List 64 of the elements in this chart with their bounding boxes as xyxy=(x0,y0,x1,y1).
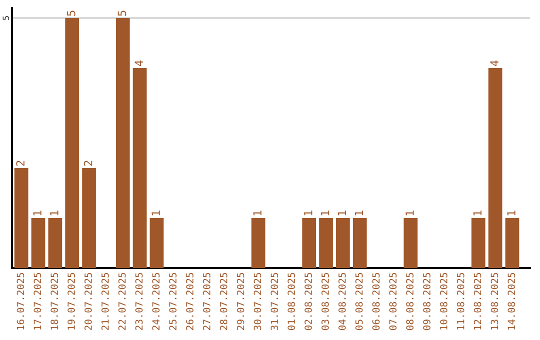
x-tick-label: 05.08.2025 xyxy=(355,272,363,330)
bar xyxy=(352,218,367,268)
bar xyxy=(31,218,46,268)
x-tick-label: 20.07.2025 xyxy=(84,272,92,330)
x-tick-label: 04.08.2025 xyxy=(338,272,346,330)
data-label: 4 xyxy=(134,60,143,66)
bar xyxy=(14,168,28,268)
x-tick-label: 02.08.2025 xyxy=(304,272,312,330)
x-tick-label: 09.08.2025 xyxy=(423,272,430,330)
x-tick-label: 22.07.2025 xyxy=(118,272,126,330)
bar xyxy=(65,18,80,268)
x-tick-label: 21.07.2025 xyxy=(101,272,109,330)
x-tick-label: 16.07.2025 xyxy=(16,272,24,330)
data-label: 1 xyxy=(406,210,414,216)
x-tick-label: 11.08.2025 xyxy=(456,272,464,330)
bar xyxy=(404,218,418,268)
bar xyxy=(319,218,333,268)
bar xyxy=(132,68,147,268)
data-label: 1 xyxy=(253,210,262,216)
data-label: 1 xyxy=(473,210,482,216)
x-tick-label: 29.07.2025 xyxy=(236,272,244,330)
x-tick-label: 08.08.2025 xyxy=(406,272,414,330)
x-tick-label: 01.08.2025 xyxy=(288,272,296,330)
data-label: 1 xyxy=(354,210,363,216)
bar xyxy=(336,218,350,268)
bar xyxy=(488,68,502,268)
x-tick-label: 27.07.2025 xyxy=(203,272,210,330)
bar xyxy=(116,18,130,268)
data-label: 2 xyxy=(84,160,92,166)
x-tick-label: 19.07.2025 xyxy=(68,272,75,330)
x-tick-label: 03.08.2025 xyxy=(322,272,329,330)
data-label: 4 xyxy=(490,60,498,66)
x-tick-label: 06.08.2025 xyxy=(372,272,380,330)
x-tick-label: 31.07.2025 xyxy=(270,272,278,330)
data-label: 1 xyxy=(33,210,42,216)
data-label: 1 xyxy=(304,210,312,216)
x-tick-label: 26.07.2025 xyxy=(186,272,194,330)
data-label: 1 xyxy=(152,210,160,216)
bar xyxy=(251,218,266,268)
x-tick-label: 13.08.2025 xyxy=(490,272,498,330)
x-tick-label: 07.08.2025 xyxy=(389,272,397,330)
data-label: 1 xyxy=(50,210,58,216)
bar xyxy=(302,218,316,268)
data-label: 1 xyxy=(321,210,330,216)
bar xyxy=(82,168,96,268)
x-tick-label: 14.08.2025 xyxy=(508,272,516,330)
x-tick-label: 23.07.2025 xyxy=(135,272,143,330)
x-tick-label: 18.07.2025 xyxy=(50,272,58,330)
x-tick-label: 12.08.2025 xyxy=(474,272,482,330)
data-label: 5 xyxy=(67,10,76,16)
x-tick-label: 17.07.2025 xyxy=(34,272,42,330)
bar xyxy=(48,218,62,268)
data-label: 1 xyxy=(338,210,346,216)
x-tick-label: 10.08.2025 xyxy=(440,272,448,330)
data-label: 5 xyxy=(118,10,126,16)
data-label: 2 xyxy=(16,160,24,166)
bar xyxy=(471,218,486,268)
data-label: 1 xyxy=(507,210,516,216)
x-tick-label: 24.07.2025 xyxy=(152,272,160,330)
bar xyxy=(505,218,520,268)
bar xyxy=(150,218,164,268)
x-tick-label: 28.07.2025 xyxy=(220,272,228,330)
x-tick-label: 25.07.2025 xyxy=(169,272,177,330)
x-tick-label: 30.07.2025 xyxy=(254,272,262,330)
